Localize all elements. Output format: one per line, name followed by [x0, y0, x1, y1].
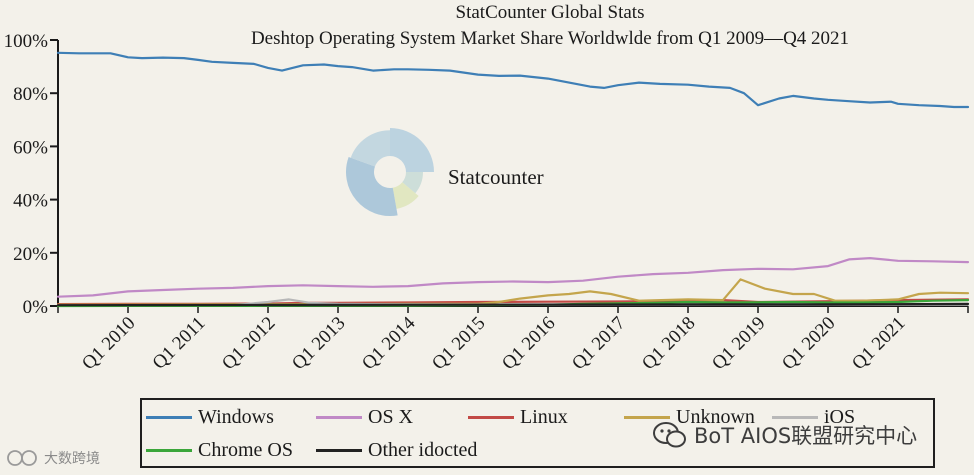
x-tick-label: Q1 2011 — [149, 313, 210, 374]
legend-label: Windows — [198, 405, 274, 428]
x-tick-label: Q1 2020 — [778, 313, 840, 375]
y-tick-label: 100% — [4, 31, 49, 52]
statcounter-logo-segment — [392, 182, 419, 209]
legend-swatch — [624, 415, 670, 419]
watermark-right: BoT AIOS联盟研究中心 — [652, 420, 917, 450]
chart-subtitle: Deshtop Operating System Market Share Wo… — [250, 28, 850, 49]
x-tick-label: Q1 2016 — [498, 313, 560, 375]
legend-swatch — [316, 448, 362, 452]
watermark-left: 大数跨境 — [6, 448, 100, 468]
chart-legend: Windows OS X Linux Unknown iOS Chrome OS Other… — [140, 398, 935, 468]
legend-item: iOS — [772, 406, 855, 428]
legend-swatch — [772, 415, 818, 419]
x-tick-label: Q1 2019 — [708, 313, 770, 375]
x-tick-label: Q1 2012 — [218, 313, 280, 375]
legend-swatch — [468, 415, 514, 419]
x-tick-label: Q1 2018 — [638, 313, 700, 375]
statcounter-logo-segment — [390, 128, 434, 172]
legend-item: Other idocted — [316, 439, 477, 461]
legend-label: iOS — [824, 405, 856, 428]
y-tick-label: 80% — [13, 84, 48, 105]
y-tick-label: 20% — [13, 244, 48, 265]
legend-item: Windows — [146, 406, 274, 428]
legend-item: Linux — [468, 406, 568, 428]
series-line-os-x — [56, 257, 970, 298]
legend-item: Chrome OS — [146, 439, 293, 461]
legend-label: Chrome OS — [198, 438, 293, 461]
legend-item: OS X — [316, 406, 413, 428]
chart-title: StatCounter Global Stats — [455, 2, 645, 23]
y-tick-label: 60% — [13, 137, 48, 158]
x-tick-label: Q1 2010 — [78, 313, 140, 375]
watermark-left-text: 大数跨境 — [44, 451, 100, 467]
legend-label: Other idocted — [368, 438, 478, 461]
statcounter-logo-segment — [346, 156, 398, 217]
y-tick-label: 0% — [23, 297, 49, 318]
statcounter-brand-label: Statcounter — [448, 165, 544, 189]
statcounter-logo-segment — [350, 130, 390, 167]
legend-item: Unknown — [624, 406, 755, 428]
x-tick-label: Q1 2015 — [428, 313, 490, 375]
legend-swatch — [146, 415, 192, 419]
legend-label: Unknown — [676, 405, 755, 428]
account-logo-icon — [7, 450, 37, 466]
series-line-unknown — [56, 278, 970, 306]
x-tick-label: Q1 2021 — [848, 313, 910, 375]
x-tick-label: Q1 2017 — [568, 313, 630, 375]
legend-swatch — [316, 415, 362, 419]
legend-label: OS X — [368, 405, 414, 428]
series-line-windows — [56, 51, 970, 109]
x-tick-label: Q1 2013 — [288, 313, 350, 375]
watermark-right-text: BoT AIOS联盟研究中心 — [694, 424, 918, 448]
wechat-icon — [653, 422, 686, 448]
legend-label: Linux — [520, 405, 568, 428]
series-line-other-idocted — [56, 302, 970, 307]
legend-swatch — [146, 448, 192, 452]
statcounter-logo-segment — [402, 172, 423, 194]
x-tick-label: Q1 2014 — [358, 312, 420, 374]
y-tick-label: 40% — [13, 191, 48, 212]
